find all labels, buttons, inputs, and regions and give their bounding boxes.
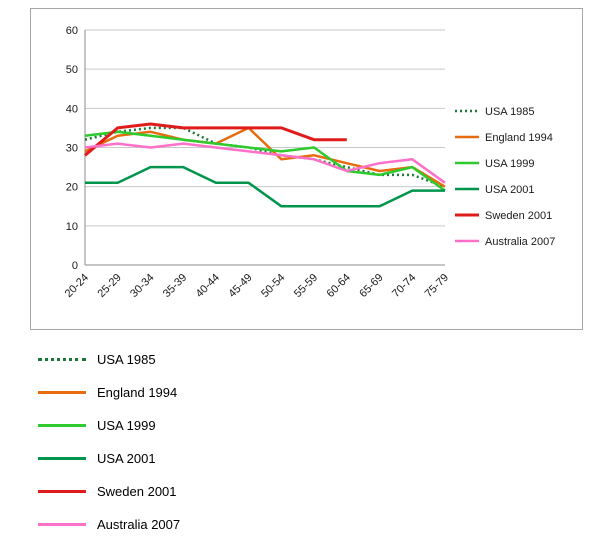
chart-legend-label: USA 1999	[485, 158, 535, 170]
legend-label: USA 1999	[97, 418, 156, 433]
series-line-sweden-2001	[84, 122, 347, 157]
x-tick-label: 35-39	[161, 272, 189, 300]
series-line-australia-2007	[84, 142, 446, 184]
series-line-usa-1999	[84, 130, 446, 192]
y-tick-label: 30	[66, 143, 78, 155]
y-tick-label: 50	[66, 64, 78, 76]
x-tick-label: 60-64	[325, 272, 353, 300]
x-tick-label: 40-44	[194, 272, 222, 300]
x-tick-label: 65-69	[357, 272, 385, 300]
y-tick-label: 60	[66, 25, 78, 37]
series-line-england-1994	[84, 126, 446, 188]
y-tick-label: 20	[66, 182, 78, 194]
legend-swatch	[38, 457, 86, 460]
legend-label: England 1994	[97, 385, 178, 400]
x-tick-label: 50-54	[259, 272, 287, 300]
legend-label: USA 1985	[97, 352, 156, 367]
x-tick-label: 45-49	[226, 272, 254, 300]
legend-item: Sweden 2001	[38, 482, 180, 501]
chart-legend-label: Sweden 2001	[485, 210, 552, 222]
series-line-usa-1985	[84, 126, 446, 188]
chart-legend-label: England 1994	[485, 132, 553, 144]
legend-label: USA 2001	[97, 451, 156, 466]
legend-item: USA 1985	[38, 350, 180, 369]
legend-swatch	[38, 358, 86, 361]
chart-panel: 0 10 20 30 40 50 60 20-24 25-29 30-34 35-39 40-44 45…	[30, 8, 583, 330]
bottom-legend: USA 1985 England 1994 USA 1999 USA 2001 Swed…	[38, 350, 180, 534]
legend-item: Australia 2007	[38, 515, 180, 534]
chart-legend-label: USA 1985	[485, 106, 535, 118]
y-tick-label: 10	[66, 221, 78, 233]
legend-item: USA 1999	[38, 416, 180, 435]
legend-swatch	[38, 391, 86, 394]
series-line-usa-2001	[85, 165, 445, 208]
legend-label: Australia 2007	[97, 517, 181, 532]
chart-legend-label: USA 2001	[485, 184, 535, 196]
x-tick-label: 55-59	[292, 272, 320, 300]
legend-swatch	[38, 490, 86, 493]
x-tick-label: 20-24	[63, 272, 91, 300]
x-tick-label: 25-29	[95, 272, 123, 300]
y-tick-label: 0	[72, 260, 78, 272]
line-chart: 0 10 20 30 40 50 60 20-24 25-29 30-34 35-39 40-44 45…	[63, 25, 556, 300]
legend-item: England 1994	[38, 383, 180, 402]
legend-item: USA 2001	[38, 449, 180, 468]
x-tick-label: 70-74	[390, 272, 418, 300]
legend-label: Sweden 2001	[97, 484, 177, 499]
y-tick-label: 40	[66, 103, 78, 115]
legend-swatch	[38, 424, 86, 427]
legend-swatch	[38, 523, 86, 526]
x-tick-label: 30-34	[128, 272, 156, 300]
chart-legend-label: Australia 2007	[485, 236, 555, 248]
x-tick-label: 75-79	[423, 272, 451, 300]
